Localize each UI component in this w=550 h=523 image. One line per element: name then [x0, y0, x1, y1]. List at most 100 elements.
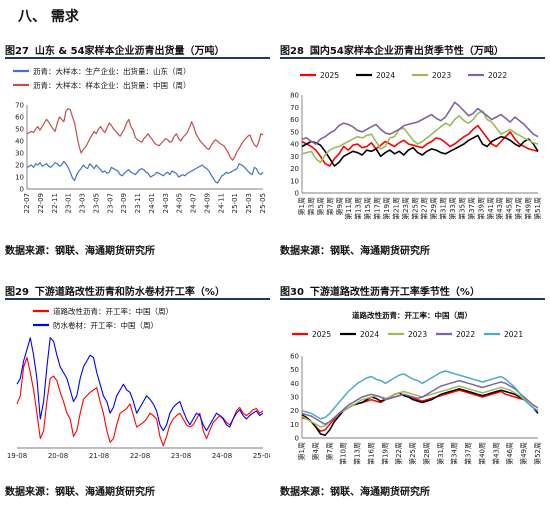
- legend-label: 防水卷材：开工率：中国（周）: [53, 320, 158, 330]
- x-tick-label: 第11周: [344, 197, 353, 220]
- x-tick-label: 第25周: [410, 197, 419, 220]
- y-tick-label: 60: [290, 353, 299, 361]
- x-tick-label: 22-11: [51, 193, 59, 213]
- series-line-2023: [301, 110, 539, 164]
- y-tick-label: 30: [15, 150, 24, 158]
- series-line-防水卷材：开工率：中国（周）: [16, 337, 264, 432]
- x-tick-label: 第13周: [354, 197, 363, 220]
- x-tick-label: 20-08: [48, 452, 68, 460]
- x-tick-label: 第19周: [382, 197, 391, 220]
- y-tick-label: 20: [290, 407, 299, 415]
- chart-title: 图30 下游道路改性沥青开工率季节性（%）: [280, 283, 545, 298]
- x-tick-label: 第49周: [519, 442, 528, 465]
- chart-title-text: 山东 & 54家样本企业沥青出货量（万吨）: [34, 46, 225, 57]
- y-tick-label: 40: [290, 380, 299, 388]
- chart-title: 图29 下游道路改性沥青和防水卷材开工率（%）: [5, 283, 270, 298]
- y-tick-label: 50: [290, 128, 299, 136]
- y-tick-label: 20: [15, 162, 24, 170]
- x-tick-label: 第22周: [394, 442, 403, 465]
- x-tick-label: 第19周: [380, 442, 389, 465]
- x-tick-label: 第10周: [339, 442, 348, 465]
- x-tick-label: 第41周: [486, 197, 495, 220]
- chart-panel-operating-seasonality: 图30 下游道路改性沥青开工率季节性（%） 0 10 20 30 40 50 60 第1周 第4周…: [280, 283, 545, 523]
- title-underline: [5, 57, 270, 59]
- title-underline: [280, 57, 545, 59]
- legend-label: 2024: [360, 330, 379, 339]
- x-tick-label: 第25周: [408, 442, 417, 465]
- x-tick-label: 23-05: [92, 193, 100, 213]
- x-tick-label: 19-08: [7, 452, 27, 460]
- chart-number: 图30: [280, 287, 304, 298]
- x-tick-label: 第49周: [524, 197, 533, 220]
- x-tick-label: 第46周: [505, 442, 514, 465]
- x-tick-label: 第43周: [491, 442, 500, 465]
- x-tick-label: 第40周: [477, 442, 486, 465]
- y-tick-label: 30: [290, 394, 299, 402]
- chart-title: 图27 山东 & 54家样本企业沥青出货量（万吨）: [5, 42, 270, 57]
- x-tick-label: 第15周: [363, 197, 372, 220]
- title-underline: [280, 298, 545, 300]
- series-line-沥青：大样本：样本企业：出货量：中国（周）: [26, 107, 264, 161]
- y-tick-label: 40: [15, 138, 24, 146]
- y-tick-label: 10: [290, 177, 299, 185]
- x-tick-label: 22-08: [130, 452, 150, 460]
- y-tick-label: 60: [15, 114, 24, 122]
- x-tick-label: 24-07: [190, 193, 198, 213]
- x-tick-label: 25-03: [245, 193, 253, 213]
- x-tick-label: 24-08: [212, 452, 232, 460]
- x-tick-label: 25-05: [259, 193, 267, 213]
- series-line-2024: [301, 134, 539, 167]
- series-line-2024: [301, 388, 539, 437]
- line-chart-operating-rates: 19-08 20-08 21-08 22-08 23-08 24-08 25-08 道路改性沥…: [7, 306, 270, 460]
- series-line-2022: [301, 101, 539, 145]
- y-tick-label: 20: [290, 165, 299, 173]
- y-tick-label: 80: [290, 92, 299, 100]
- x-tick-label: 24-11: [217, 193, 225, 213]
- y-tick-label: 10: [15, 174, 24, 182]
- x-tick-label: 23-09: [120, 193, 128, 213]
- x-tick-label: 第39周: [476, 197, 485, 220]
- x-tick-label: 25-08: [253, 452, 270, 460]
- x-tick-label: 第29周: [429, 197, 438, 220]
- legend-label: 2024: [376, 71, 395, 80]
- x-tick-label: 24-05: [176, 193, 184, 213]
- source-note: 数据来源：钢联、海通期货研究所: [280, 487, 430, 498]
- x-tick-label: 第16周: [366, 442, 375, 465]
- x-tick-label: 24-03: [162, 193, 170, 213]
- line-chart-shandong-shipments: 0 10 20 30 40 50 60 70 22-07 22-09 22-11 23-01 23-03…: [13, 66, 267, 213]
- y-tick-label: 50: [15, 126, 24, 134]
- x-tick-label: 23-07: [106, 193, 114, 213]
- chart-panel-shandong-shipments: 图27 山东 & 54家样本企业沥青出货量（万吨） 0 10 20 30 40 50 60 70…: [5, 42, 270, 282]
- x-tick-label: 第23周: [401, 197, 410, 220]
- chart-subtitle: 道路改性沥青：开工率：中国（周）: [352, 310, 472, 320]
- chart-number: 图29: [5, 287, 29, 298]
- legend-label: 沥青：大样本：样本企业：出货量：中国（周）: [33, 80, 191, 90]
- legend-label: 道路改性沥青：开工率：中国（周）: [53, 306, 173, 316]
- chart-title: 图28 国内54家样本企业沥青出货季节性（万吨）: [280, 42, 545, 57]
- x-tick-label: 第7周: [325, 442, 334, 460]
- y-tick-label: 60: [290, 116, 299, 124]
- x-tick-label: 22-09: [37, 193, 45, 213]
- x-tick-label: 第1周: [297, 197, 306, 215]
- chart-title-text: 下游道路改性沥青开工率季节性（%）: [309, 287, 480, 298]
- source-note: 数据来源：钢联、海通期货研究所: [280, 246, 430, 257]
- chart-title-text: 国内54家样本企业沥青出货季节性（万吨）: [309, 46, 504, 57]
- x-tick-label: 第4周: [311, 442, 320, 460]
- x-tick-label: 23-01: [65, 193, 73, 213]
- x-tick-label: 第7周: [325, 197, 334, 215]
- chart-panel-shipment-seasonality: 图28 国内54家样本企业沥青出货季节性（万吨） 0 10 20 30 40 50 60 70 8…: [280, 42, 545, 282]
- legend-label: 2025: [312, 330, 331, 339]
- series-line-2025: [301, 124, 539, 167]
- chart-number: 图28: [280, 46, 304, 57]
- x-tick-label: 第13周: [353, 442, 362, 465]
- x-tick-label: 第27周: [420, 197, 429, 220]
- line-chart-shipment-seasonality: 0 10 20 30 40 50 60 70 80 第1周 第3周 第5周 第7周 第9周 第11周 第13周…: [290, 71, 542, 220]
- x-tick-label: 25-01: [231, 193, 239, 213]
- x-tick-label: 第31周: [436, 442, 445, 465]
- y-tick-label: 30: [290, 153, 299, 161]
- legend-label: 2022: [488, 71, 507, 80]
- legend-label: 2023: [408, 330, 427, 339]
- y-tick-label: 0: [20, 186, 24, 194]
- series-line-2021: [301, 370, 539, 420]
